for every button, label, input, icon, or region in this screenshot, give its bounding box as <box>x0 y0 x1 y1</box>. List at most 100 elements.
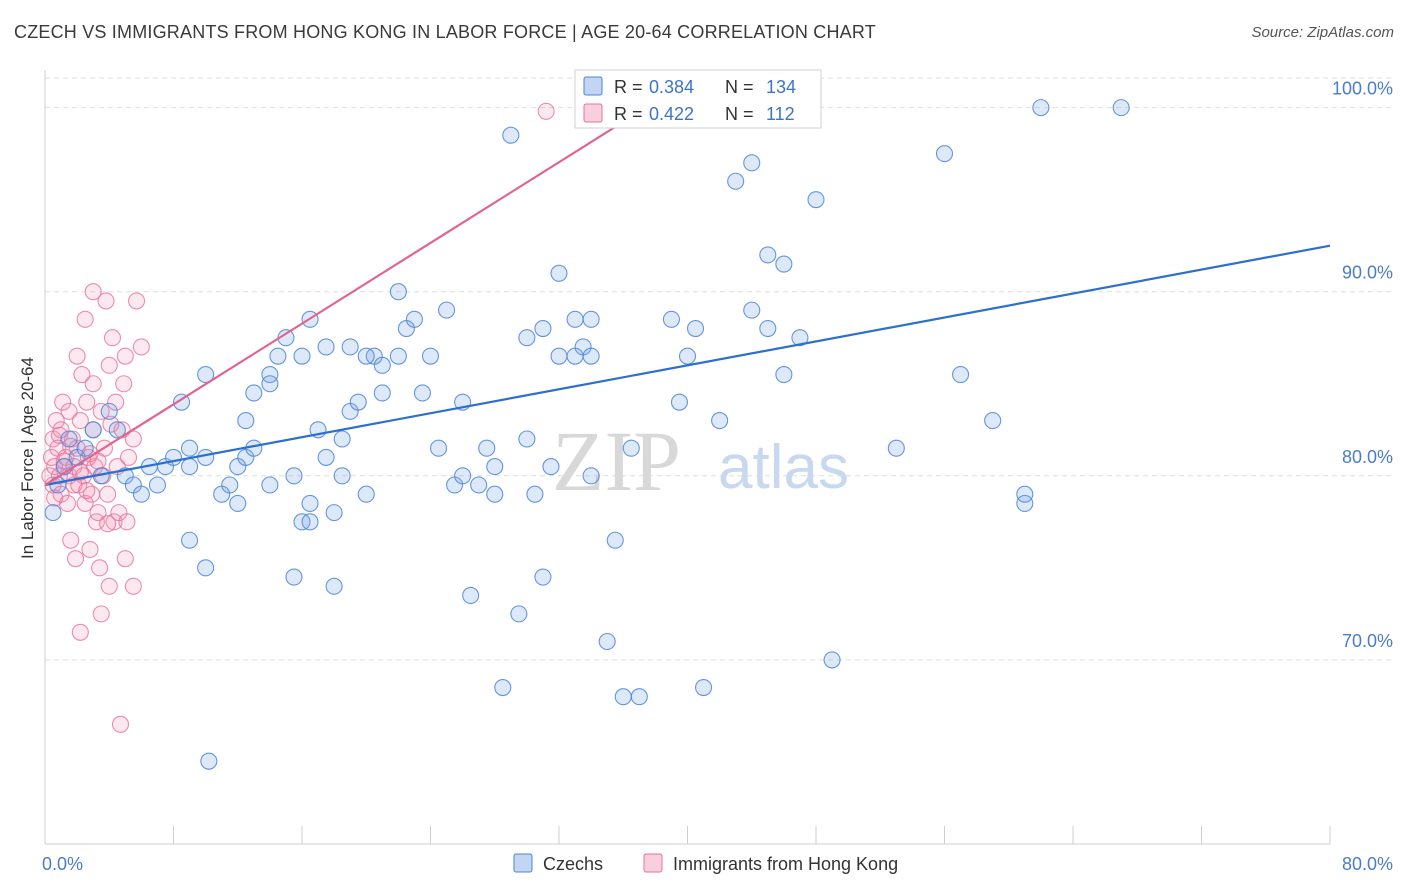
czechs-point-102 <box>759 246 777 264</box>
czechs-point-33 <box>261 375 279 393</box>
czechs-point-87 <box>582 347 600 365</box>
hong-kong-point-44 <box>97 292 115 310</box>
legend-r-value-hong-kong: 0.422 <box>649 104 694 124</box>
hong-kong-point-75 <box>537 102 555 120</box>
hong-kong-point-5 <box>47 412 65 430</box>
hong-kong-point-47 <box>100 577 118 595</box>
czechs-point-122 <box>582 467 600 485</box>
czechs-point-113 <box>1016 494 1034 512</box>
czechs-point-30 <box>245 384 263 402</box>
hong-kong-point-14 <box>60 402 78 420</box>
czechs-point-45 <box>317 338 335 356</box>
czechs-point-38 <box>285 568 303 586</box>
hong-kong-point-67 <box>71 463 89 481</box>
czechs-point-69 <box>470 476 488 494</box>
series-czechs-points <box>44 99 1130 770</box>
hong-kong-point-59 <box>119 448 138 466</box>
czechs-point-35 <box>269 347 287 365</box>
source-credit: Source: ZipAtlas.com <box>1251 24 1394 41</box>
bottom-legend-label-czechs: Czechs <box>543 854 603 874</box>
czechs-point-94 <box>670 393 689 411</box>
czechs-point-34 <box>261 476 279 494</box>
legend-n-value-czechs: 134 <box>766 77 796 97</box>
czechs-trend-line <box>44 244 1331 487</box>
hong-kong-point-10 <box>54 393 72 411</box>
czechs-point-20 <box>181 531 199 549</box>
axes <box>44 70 1331 845</box>
czechs-point-110 <box>935 145 954 163</box>
hong-kong-point-48 <box>103 329 122 347</box>
y-tick-labels: 70.0% 80.0% 90.0% 100.0% <box>1332 79 1393 651</box>
czechs-point-65 <box>438 301 456 319</box>
czechs-point-72 <box>486 485 504 503</box>
czechs-point-50 <box>333 430 351 448</box>
hong-kong-point-28 <box>76 494 94 512</box>
hong-kong-point-73 <box>78 481 96 500</box>
czechs-point-77 <box>526 485 544 503</box>
hong-kong-point-4 <box>46 458 64 476</box>
czechs-point-56 <box>373 384 391 402</box>
czechs-point-49 <box>333 467 351 485</box>
czechs-point-6 <box>84 421 102 439</box>
legend-swatch-czechs <box>583 76 603 96</box>
czechs-point-115 <box>1032 99 1050 117</box>
hong-kong-point-20 <box>68 347 86 365</box>
czechs-point-107 <box>807 191 825 209</box>
hong-kong-point-1 <box>42 448 60 466</box>
czechs-point-62 <box>413 384 432 402</box>
czechs-point-59 <box>389 347 407 365</box>
series-hong-kong-points <box>41 102 555 733</box>
czechs-point-58 <box>389 283 407 301</box>
y-tick-label-3: 100.0% <box>1332 79 1393 99</box>
legend-r-label-czechs: R = <box>614 77 643 97</box>
czechs-point-51 <box>341 338 359 356</box>
hong-kong-point-72 <box>46 489 64 507</box>
czechs-point-32 <box>261 366 279 384</box>
hong-kong-point-65 <box>55 452 73 470</box>
czechs-point-86 <box>582 310 600 328</box>
legend-r-label-hong-kong: R = <box>614 104 643 124</box>
czechs-point-119 <box>518 430 536 448</box>
czechs-point-93 <box>662 310 680 328</box>
czechs-point-95 <box>678 347 697 365</box>
legend-frame <box>574 69 822 129</box>
czechs-point-82 <box>550 264 568 282</box>
czechs-point-81 <box>550 347 568 365</box>
czechs-point-89 <box>606 531 624 549</box>
czechs-point-101 <box>743 154 761 172</box>
czechs-point-25 <box>221 476 239 494</box>
czechs-point-105 <box>775 366 793 384</box>
y-axis-label: In Labor Force | Age 20-64 <box>18 357 37 559</box>
czechs-point-23 <box>197 559 215 577</box>
legend-box: R = 0.384 N = 134 R = 0.422 N = 112 <box>574 69 822 129</box>
hong-kong-point-13 <box>58 494 77 512</box>
legend-r-value-czechs: 0.384 <box>649 77 694 97</box>
trend-lines <box>44 115 1331 487</box>
czechs-point-99 <box>727 172 745 190</box>
bottom-legend-label-hong-kong: Immigrants from Hong Kong <box>673 854 898 874</box>
czechs-point-84 <box>566 310 584 328</box>
czechs-point-39 <box>293 347 311 365</box>
czechs-point-71 <box>486 458 504 476</box>
czechs-point-96 <box>686 319 705 338</box>
czechs-point-61 <box>405 310 423 328</box>
hong-kong-point-50 <box>107 393 125 411</box>
czechs-point-41 <box>301 513 319 531</box>
czechs-point-46 <box>317 448 335 466</box>
czechs-point-73 <box>494 678 512 697</box>
watermark: ZIP atlas <box>552 413 849 509</box>
hong-kong-point-74 <box>99 515 117 533</box>
hong-kong-point-49 <box>105 513 123 531</box>
czechs-point-70 <box>478 439 496 457</box>
hong-kong-point-38 <box>89 504 107 522</box>
czechs-point-104 <box>775 255 793 273</box>
czechs-point-92 <box>630 688 648 706</box>
legend-n-value-hong-kong: 112 <box>766 104 795 124</box>
czechs-point-106 <box>791 329 809 347</box>
hong-kong-point-16 <box>62 531 80 549</box>
czechs-point-78 <box>534 568 552 586</box>
czechs-point-63 <box>421 347 440 365</box>
czechs-point-3 <box>60 430 78 448</box>
czechs-point-114 <box>1016 485 1034 503</box>
czechs-point-64 <box>429 439 448 457</box>
